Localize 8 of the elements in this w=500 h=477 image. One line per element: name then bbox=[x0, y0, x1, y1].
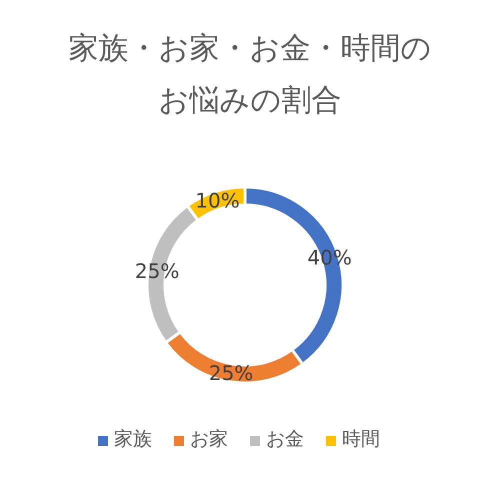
data-label: 25% bbox=[208, 360, 254, 385]
legend-label: お金 bbox=[266, 428, 304, 450]
data-label: 10% bbox=[195, 188, 240, 212]
chart-title: 家族・お家・お金・時間のお悩みの割合 bbox=[68, 31, 432, 118]
legend-label: お家 bbox=[190, 428, 228, 450]
legend-label: 時間 bbox=[342, 428, 380, 450]
legend-label: 家族 bbox=[114, 428, 152, 450]
data-label: 25% bbox=[134, 259, 180, 284]
